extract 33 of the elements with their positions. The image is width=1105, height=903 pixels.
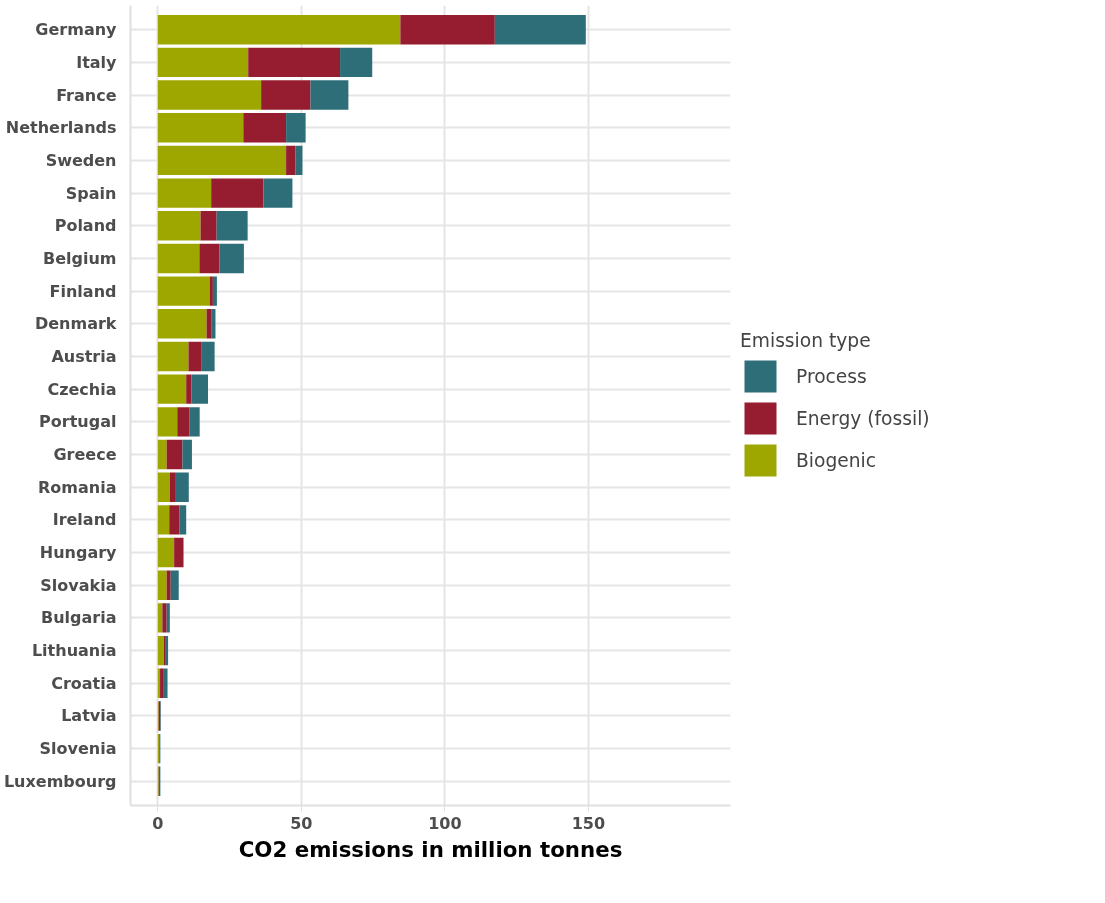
y-tick-label: Hungary <box>39 543 118 563</box>
y-tick-label: Spain <box>65 183 117 203</box>
y-tick-label: Poland <box>54 216 117 236</box>
y-tick-label: Luxembourg <box>3 771 117 791</box>
y-tick-label: Bulgaria <box>41 608 117 628</box>
x-axis-title: CO2 emissions in million tonnes <box>238 836 623 862</box>
y-tick-label: Czechia <box>47 379 117 399</box>
x-tick-label: 50 <box>290 813 313 833</box>
y-tick-label: Romania <box>38 477 117 497</box>
y-tick-label: Germany <box>35 20 118 40</box>
y-tick-label: Austria <box>51 346 117 366</box>
y-tick-label: Denmark <box>34 314 117 334</box>
y-tick-label: Ireland <box>52 510 117 530</box>
y-tick-label: Slovakia <box>40 575 117 595</box>
x-tick-label: 150 <box>571 813 606 833</box>
y-tick-label: Slovenia <box>39 739 117 759</box>
y-tick-label: France <box>56 85 117 105</box>
y-tick-label: Lithuania <box>31 641 117 661</box>
y-tick-label: Italy <box>76 52 118 72</box>
y-tick-label: Sweden <box>45 150 117 170</box>
legend-label: Energy (fossil) <box>796 407 930 429</box>
y-tick-label: Portugal <box>39 412 117 432</box>
y-tick-label: Greece <box>53 445 117 465</box>
y-tick-label: Finland <box>49 281 117 301</box>
x-tick-label: 100 <box>428 813 462 833</box>
legend-label: Process <box>796 365 867 387</box>
y-tick-label: Belgium <box>42 248 117 268</box>
y-tick-label: Netherlands <box>5 118 117 138</box>
y-tick-label: Croatia <box>51 673 117 693</box>
legend-title: Emission type <box>740 330 872 351</box>
y-tick-label: Latvia <box>61 706 117 726</box>
x-tick-label: 0 <box>152 813 164 833</box>
legend-label: Biogenic <box>796 449 876 471</box>
